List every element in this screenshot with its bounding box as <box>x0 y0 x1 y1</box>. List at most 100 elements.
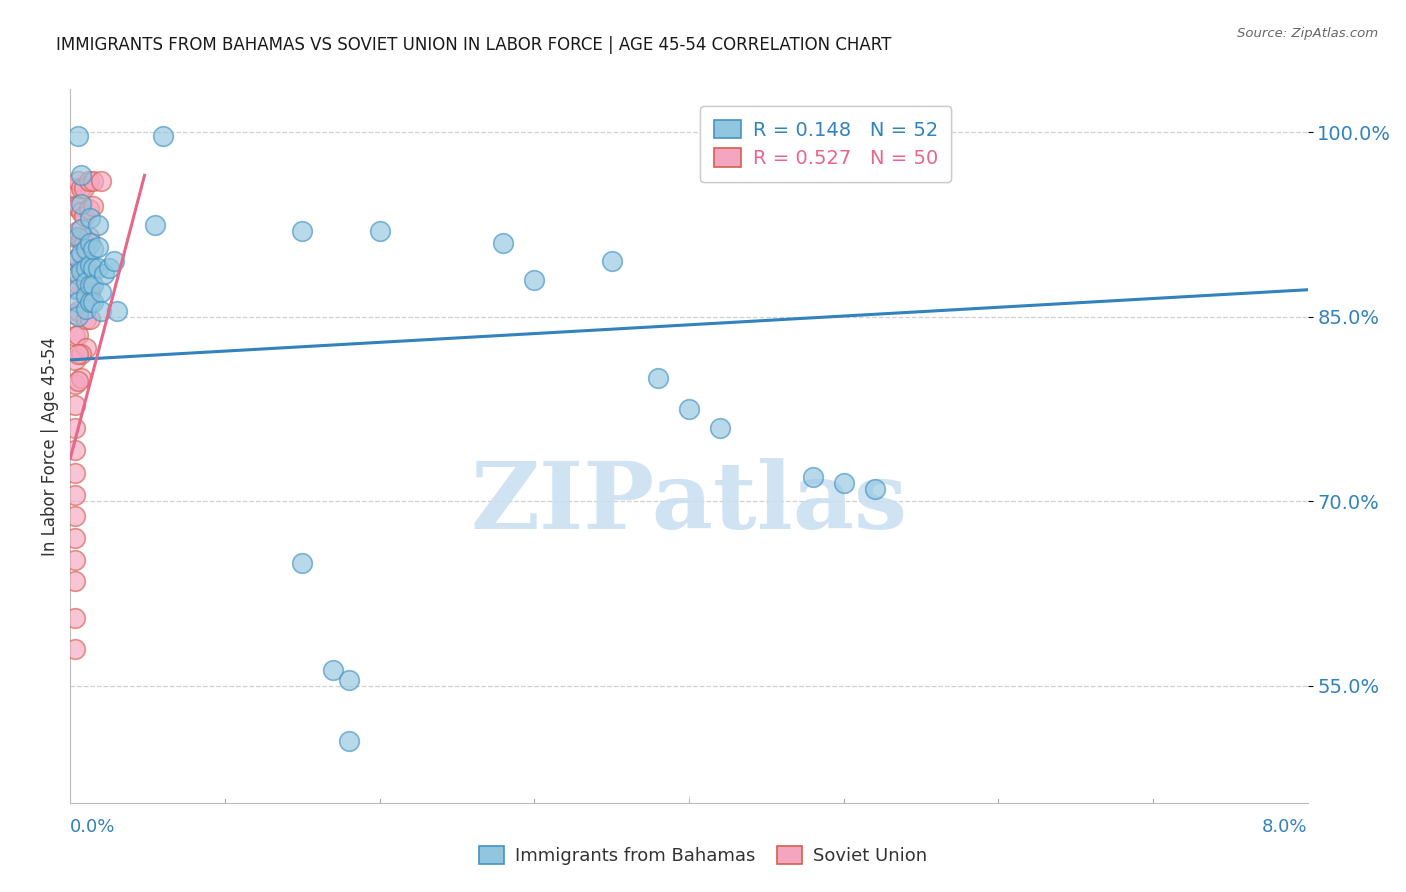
Legend: R = 0.148   N = 52, R = 0.527   N = 50: R = 0.148 N = 52, R = 0.527 N = 50 <box>700 106 952 182</box>
Point <box>75 302 97 317</box>
Y-axis label: In Labor Force | Age 45-54: In Labor Force | Age 45-54 <box>41 336 59 556</box>
Point <box>67 374 90 388</box>
Point <box>82 199 105 213</box>
Point <box>79 211 101 226</box>
Point <box>801 469 824 483</box>
Point <box>492 235 515 250</box>
Point <box>63 531 86 545</box>
Point <box>63 180 86 194</box>
Point <box>70 232 93 246</box>
Point <box>70 180 93 194</box>
Point <box>709 420 731 434</box>
Point <box>63 611 86 625</box>
Point <box>75 260 97 275</box>
Point <box>75 312 97 326</box>
Point <box>337 734 360 748</box>
Point <box>70 196 93 211</box>
Point <box>87 218 110 232</box>
Point <box>79 258 101 272</box>
Point <box>67 309 90 323</box>
Point <box>63 509 86 524</box>
Point <box>291 224 314 238</box>
Point <box>67 328 90 343</box>
Point <box>75 242 97 256</box>
Point <box>67 199 90 213</box>
Point <box>63 398 86 412</box>
Point <box>63 574 86 589</box>
Point <box>75 289 97 303</box>
Point <box>98 260 120 275</box>
Point <box>67 277 90 291</box>
Point <box>67 267 90 281</box>
Point <box>79 312 101 326</box>
Point <box>63 199 86 213</box>
Point <box>67 251 90 265</box>
Point <box>79 295 101 310</box>
Point <box>63 642 86 657</box>
Point <box>145 218 166 232</box>
Point <box>70 347 93 361</box>
Point <box>678 402 700 417</box>
Point <box>82 242 105 256</box>
Point <box>77 230 100 244</box>
Point <box>63 281 86 295</box>
Point <box>82 174 105 188</box>
Point <box>70 371 93 385</box>
Point <box>67 174 90 188</box>
Point <box>67 347 90 361</box>
Point <box>90 285 112 300</box>
Point <box>77 202 100 216</box>
Point <box>322 663 344 677</box>
Point <box>73 209 96 223</box>
Point <box>90 303 112 318</box>
Point <box>63 488 86 502</box>
Point <box>103 254 125 268</box>
Point <box>291 556 314 570</box>
Point <box>647 371 669 385</box>
Point <box>75 276 97 290</box>
Point <box>832 475 855 490</box>
Text: Source: ZipAtlas.com: Source: ZipAtlas.com <box>1237 27 1378 40</box>
Point <box>87 240 110 254</box>
Point <box>67 303 90 318</box>
Point <box>63 553 86 567</box>
Point <box>67 224 90 238</box>
Point <box>82 295 105 310</box>
Point <box>82 260 105 275</box>
Point <box>70 222 93 236</box>
Point <box>73 264 96 278</box>
Point <box>63 307 86 321</box>
Point <box>67 230 90 244</box>
Point <box>600 254 623 268</box>
Text: 8.0%: 8.0% <box>1263 818 1308 836</box>
Text: IMMIGRANTS FROM BAHAMAS VS SOVIET UNION IN LABOR FORCE | AGE 45-54 CORRELATION C: IMMIGRANTS FROM BAHAMAS VS SOVIET UNION … <box>56 36 891 54</box>
Point <box>93 267 115 281</box>
Text: ZIPatlas: ZIPatlas <box>471 458 907 548</box>
Point <box>63 254 86 268</box>
Legend: Immigrants from Bahamas, Soviet Union: Immigrants from Bahamas, Soviet Union <box>470 838 936 874</box>
Point <box>70 245 93 260</box>
Point <box>523 273 546 287</box>
Point <box>79 285 101 300</box>
Point <box>63 352 86 367</box>
Point <box>63 377 86 392</box>
Point <box>105 303 128 318</box>
Point <box>73 235 96 250</box>
Text: 0.0%: 0.0% <box>70 818 115 836</box>
Point <box>67 128 90 143</box>
Point <box>87 260 110 275</box>
Point <box>75 285 97 300</box>
Point <box>70 205 93 219</box>
Point <box>63 420 86 434</box>
Point <box>70 169 93 183</box>
Point <box>152 128 174 143</box>
Point <box>90 174 112 188</box>
Point <box>75 341 97 355</box>
Point <box>368 224 391 238</box>
Point <box>63 329 86 343</box>
Point <box>70 260 93 275</box>
Point <box>63 230 86 244</box>
Point <box>67 281 90 295</box>
Point <box>67 295 90 310</box>
Point <box>863 482 886 496</box>
